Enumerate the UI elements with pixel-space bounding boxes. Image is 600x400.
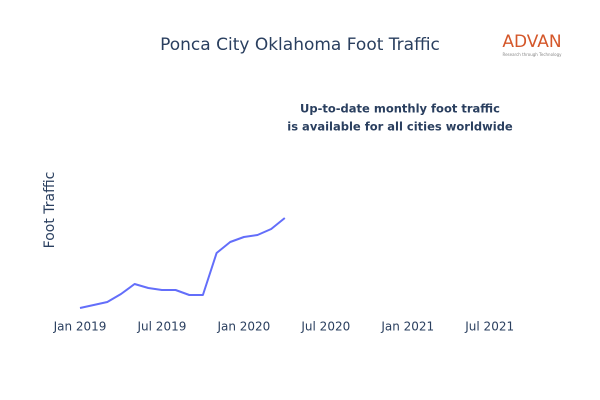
x-tick-label: Jan 2020 (216, 320, 270, 334)
annotation: Up-to-date monthly foot traffic (300, 102, 500, 116)
logo-tagline: Research through Technology (502, 52, 562, 57)
chart-title: Ponca City Oklahoma Foot Traffic (160, 35, 440, 55)
x-tick-label: Jul 2021 (464, 320, 514, 334)
x-tick-label: Jan 2021 (380, 320, 434, 334)
y-axis-label: Foot Traffic (42, 172, 58, 249)
x-tick-label: Jul 2019 (137, 320, 187, 334)
logo: ADVAN (502, 32, 561, 52)
x-tick-label: Jan 2019 (53, 320, 107, 334)
x-tick-label: Jul 2020 (300, 320, 350, 334)
annotation: is available for all cities worldwide (287, 120, 513, 134)
line (79, 217, 286, 309)
